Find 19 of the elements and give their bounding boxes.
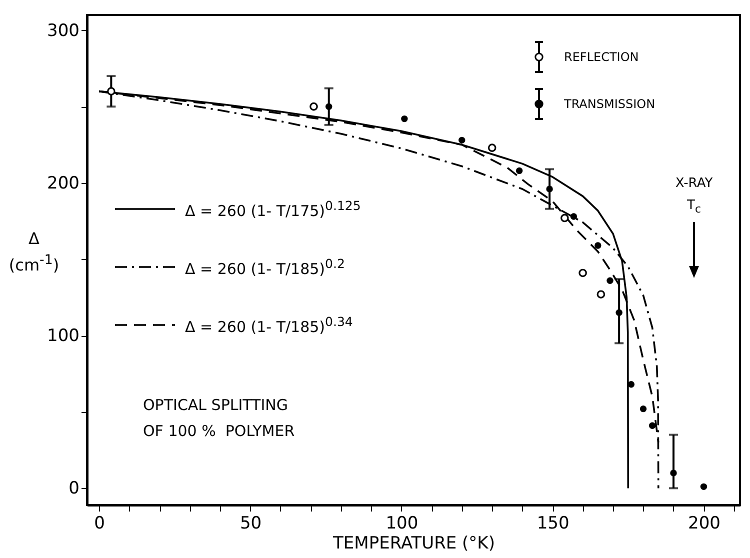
y-tick-label: 100 [47,326,80,346]
x-axis-title: TEMPERATURE (°K) [332,534,495,554]
legend-label: Δ = 260 (1- T/185)$^{0.2}$ [185,256,345,278]
annotation: X-RAY [674,176,714,191]
legend-label: TRANSMISSION [564,97,656,111]
x-tick-label: 200 [688,514,720,534]
y-tick-label: 300 [47,20,80,41]
legend-label: Δ = 260 (1- T/185)$^{0.34}$ [185,314,353,336]
y-tick-label: 0 [68,478,80,499]
y-tick-label: 200 [47,173,80,194]
annotation: OPTICAL SPLITTING OF 100 % POLYMER [143,395,295,442]
legend-label: REFLECTION [564,50,639,64]
x-tick-label: 0 [94,514,106,534]
y-axis-title: Δ (cm$^{-1}$) [8,228,60,276]
annotation: T$_{c}$ [686,198,702,216]
x-tick-label: 150 [536,514,570,534]
legend-label: Δ = 260 (1- T/175)$^{0.125}$ [185,198,361,220]
x-tick-label: 50 [240,514,262,534]
x-tick-label: 100 [386,514,418,534]
